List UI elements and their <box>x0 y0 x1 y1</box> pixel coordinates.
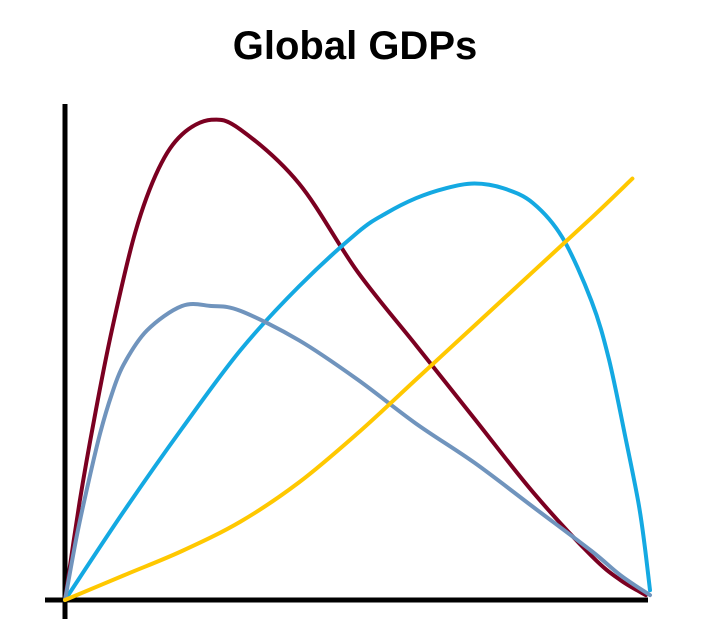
series-line-3 <box>63 301 652 602</box>
series-line-1 <box>63 117 648 602</box>
series-line-4 <box>63 176 635 602</box>
series-line-2 <box>63 181 652 602</box>
series-layer <box>63 117 652 602</box>
chart-title: Global GDPs <box>232 24 478 68</box>
